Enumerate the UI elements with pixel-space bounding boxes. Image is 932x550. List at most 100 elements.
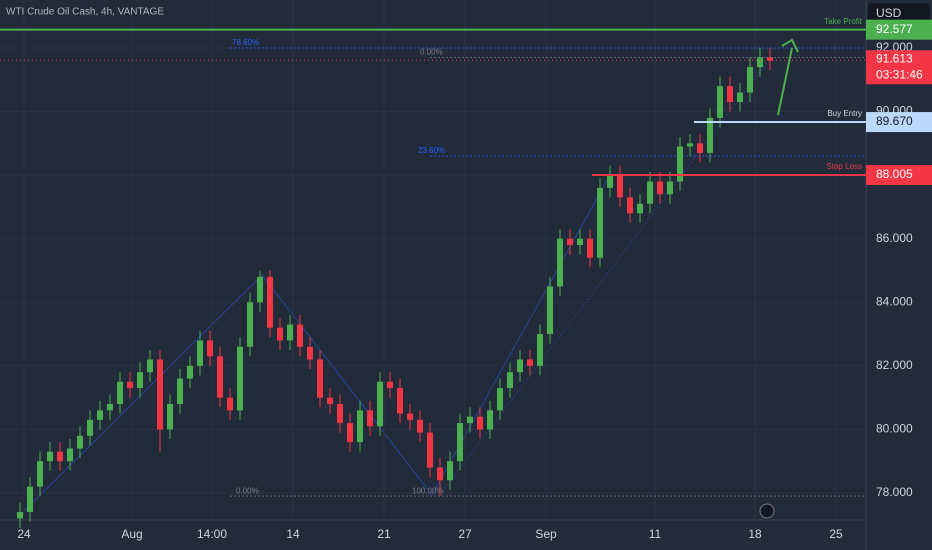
last-price: 91.613	[876, 51, 913, 65]
candle-body	[257, 276, 263, 303]
price-tag-label: 92.577	[876, 22, 913, 36]
y-tick-label: 80.000	[876, 422, 913, 436]
icon[interactable]	[759, 503, 775, 519]
candle-body	[77, 435, 83, 449]
candle-body	[57, 451, 63, 462]
candle-body	[657, 181, 663, 195]
candle-body	[477, 416, 483, 430]
candle-body	[577, 238, 583, 246]
candle-body	[497, 388, 503, 411]
candle-body	[197, 340, 203, 366]
x-tick-label: 18	[748, 527, 762, 541]
price-tag-label: 89.670	[876, 114, 913, 128]
candle-body	[337, 403, 343, 424]
candle-body	[187, 365, 193, 379]
candle-body	[217, 356, 223, 398]
candle-body	[297, 324, 303, 347]
price-tag	[866, 112, 932, 133]
candle-body	[327, 397, 333, 404]
candle-body	[357, 410, 363, 443]
candle-body	[567, 238, 573, 246]
candle-body	[417, 419, 423, 433]
x-tick-label: 14:00	[197, 527, 227, 541]
candle-body	[667, 181, 673, 195]
candle-body	[27, 486, 33, 513]
x-tick-label: 27	[458, 527, 472, 541]
candle-body	[557, 238, 563, 287]
chart-title: WTI Crude Oil Cash, 4h, VANTAGE	[6, 7, 164, 18]
candle-body	[537, 334, 543, 366]
y-tick-label: 82.000	[876, 358, 913, 372]
candle-body	[67, 448, 73, 462]
candle-body	[677, 146, 683, 182]
candle-body	[687, 143, 693, 147]
candle-body	[697, 143, 703, 153]
candle-body	[387, 381, 393, 389]
level-name: Buy Entry	[827, 109, 862, 118]
candle-body	[517, 359, 523, 373]
candle-body	[457, 423, 463, 462]
price-tag-label: 88.005	[876, 167, 913, 181]
candle-body	[597, 187, 603, 258]
candle-body	[607, 175, 613, 188]
candle-body	[147, 359, 153, 373]
fib-trend	[439, 57, 771, 496]
price-tag	[866, 164, 932, 185]
x-tick-label: 14	[286, 527, 300, 541]
candle-body	[377, 381, 383, 427]
candle-body	[137, 372, 143, 389]
y-tick-label: 84.000	[876, 294, 913, 308]
fib-label: 100.00%	[412, 486, 444, 495]
candle-body	[227, 397, 233, 411]
candle-body	[407, 413, 413, 420]
candle-body	[247, 302, 253, 347]
candle-body	[467, 416, 473, 424]
price-axis	[866, 0, 932, 550]
candle-body	[637, 203, 643, 214]
candle-body	[267, 276, 273, 328]
arrow-head	[781, 38, 799, 53]
candle-body	[437, 467, 443, 481]
candle-body	[237, 346, 243, 411]
y-tick-label: 78.000	[876, 485, 913, 499]
candle-body	[627, 197, 633, 214]
candle-body	[157, 359, 163, 430]
candle-body	[587, 238, 593, 258]
candle-body	[617, 175, 623, 198]
fib-label: 23.60%	[418, 146, 445, 155]
candle-body	[17, 512, 23, 519]
level-name: Stop Loss	[826, 162, 862, 171]
fib-label: 0.00%	[420, 48, 443, 57]
price-tag	[866, 19, 932, 40]
candle-body	[707, 117, 713, 153]
candle-body	[127, 381, 133, 389]
candle-body	[757, 57, 763, 68]
layer: 78.00080.00082.00084.00086.00088.00090.0…	[0, 16, 914, 542]
candle-body	[527, 359, 533, 366]
candle-body	[87, 419, 93, 436]
candle-body	[487, 410, 493, 430]
candle-body	[427, 432, 433, 468]
candle-body	[117, 381, 123, 404]
candle-body	[767, 57, 773, 61]
candle-body	[47, 451, 53, 462]
candle-body	[317, 359, 323, 398]
candle-body	[747, 67, 753, 93]
fib-label: 78.60%	[232, 38, 259, 47]
x-tick-label: 25	[829, 527, 843, 541]
x-tick-label: 11	[649, 527, 662, 541]
candle-body	[367, 410, 373, 427]
arrow	[777, 47, 793, 116]
candle-body	[37, 461, 43, 487]
currency-box[interactable]	[868, 3, 930, 25]
candle-body	[647, 181, 653, 204]
fib-label: 0.00%	[236, 486, 259, 495]
candle-body	[737, 92, 743, 103]
candle-body	[727, 86, 733, 103]
currency[interactable]: USD	[876, 6, 902, 20]
zigzag	[19, 174, 611, 516]
price-tag	[866, 50, 932, 85]
candle-body	[347, 423, 353, 443]
